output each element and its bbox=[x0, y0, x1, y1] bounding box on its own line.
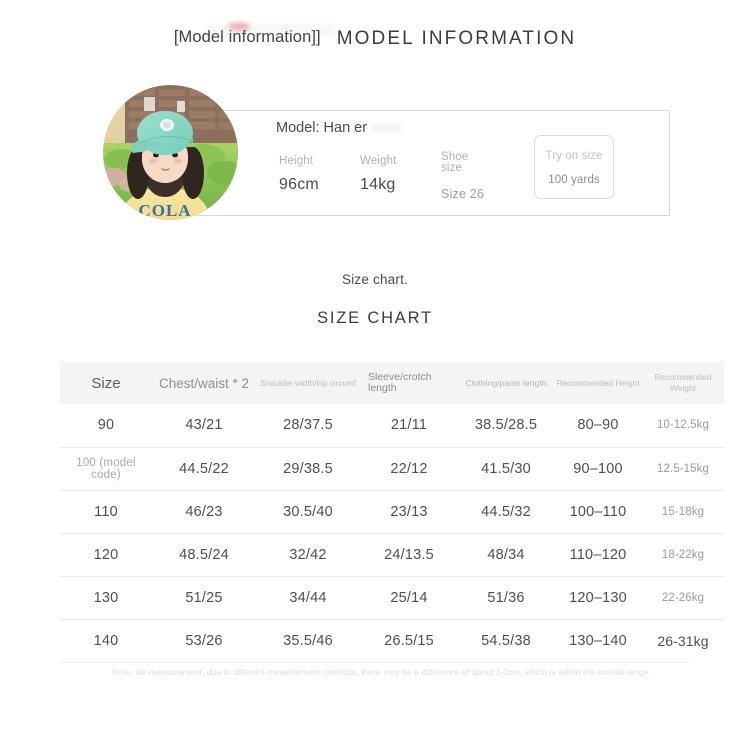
title-smudge-halo bbox=[206, 24, 336, 36]
cell-clothing-pants: 41.5/30 bbox=[481, 460, 531, 477]
title-smudge-artifact bbox=[228, 22, 250, 31]
cell-size: 120 bbox=[93, 546, 119, 563]
column-header-sleeve-crotch: Sleeve/crotch length bbox=[360, 362, 458, 404]
table-row: 120 48.5/24 32/42 24/13.5 48/34 110–120 … bbox=[60, 533, 724, 576]
cell-sleeve-crotch: 25/14 bbox=[390, 589, 428, 606]
cell-sleeve-crotch: 24/13.5 bbox=[384, 546, 434, 563]
cell-shoulder-hip: 32/42 bbox=[289, 546, 327, 563]
cell-rec-weight: 10-12.5kg bbox=[656, 419, 710, 432]
spec-shoe-size-value: Size 26 bbox=[441, 187, 485, 201]
cell-rec-weight: 22-26kg bbox=[661, 591, 705, 604]
cell-clothing-pants: 51/36 bbox=[487, 589, 525, 606]
column-header-sleeve-crotch-line1: Sleeve/crotch bbox=[368, 370, 432, 383]
cell-shoulder-hip: 30.5/40 bbox=[283, 503, 333, 520]
measurement-note: Note: tile measurement, due to different… bbox=[112, 667, 652, 677]
table-header-row: Size Chest/waist * 2 Shoulder width/hip … bbox=[60, 362, 724, 404]
model-name: Model: Han er bbox=[276, 120, 368, 136]
cell-rec-height: 100–110 bbox=[569, 503, 627, 520]
cell-rec-weight: 26-31kg bbox=[657, 632, 709, 649]
cell-clothing-pants: 48/34 bbox=[487, 546, 525, 563]
spec-height-label: Height bbox=[279, 155, 314, 167]
cell-sleeve-crotch: 23/13 bbox=[390, 503, 428, 520]
cell-size: 90 bbox=[97, 417, 115, 434]
spec-height-value: 96cm bbox=[279, 176, 319, 193]
size-chart-title-en: SIZE CHART bbox=[317, 309, 433, 327]
table-row: 130 51/25 34/44 25/14 51/36 120–130 22-2… bbox=[60, 576, 724, 619]
cell-rec-weight: 12.5-15kg bbox=[656, 462, 710, 475]
cell-rec-height: 90–100 bbox=[573, 460, 623, 477]
cell-chest-waist: 43/21 bbox=[185, 417, 223, 434]
spec-weight: Weight 14kg bbox=[360, 155, 396, 194]
table-row: 100 (model code) 44.5/22 29/38.5 22/12 4… bbox=[60, 447, 724, 490]
table-bottom-divider bbox=[60, 662, 690, 663]
spec-shoe-size-label: Shoe size bbox=[441, 151, 484, 174]
cell-chest-waist: 53/26 bbox=[185, 632, 223, 649]
spec-weight-value: 14kg bbox=[360, 176, 396, 193]
page-title: [Model information]] MODEL INFORMATION bbox=[0, 28, 750, 50]
table-row: 110 46/23 30.5/40 23/13 44.5/32 100–110 … bbox=[60, 490, 724, 533]
cell-sleeve-crotch: 26.5/15 bbox=[384, 632, 434, 649]
cell-shoulder-hip: 29/38.5 bbox=[283, 460, 333, 477]
cell-rec-height: 110–120 bbox=[569, 546, 627, 563]
size-chart-title-cn: Size chart. bbox=[342, 272, 408, 287]
size-chart-table: Size Chest/waist * 2 Shoulder width/hip … bbox=[60, 362, 724, 662]
cell-shoulder-hip: 34/44 bbox=[289, 589, 327, 606]
cell-shoulder-hip: 35.5/46 bbox=[283, 632, 333, 649]
cell-rec-height: 120–130 bbox=[569, 589, 627, 606]
cell-chest-waist: 46/23 bbox=[185, 503, 223, 520]
cell-chest-waist: 48.5/24 bbox=[179, 546, 229, 563]
size-chart-heading: Size chart. SIZE CHART bbox=[0, 272, 750, 328]
model-name-ghost-artifact bbox=[372, 124, 402, 133]
column-header-size: Size bbox=[91, 374, 121, 392]
cell-chest-waist: 51/25 bbox=[185, 589, 223, 606]
spec-weight-label: Weight bbox=[360, 155, 397, 167]
try-on-size-value: 100 yards bbox=[548, 174, 600, 186]
model-photo-illustration: COLA bbox=[103, 85, 238, 220]
cell-clothing-pants: 44.5/32 bbox=[481, 503, 531, 520]
cell-sleeve-crotch: 22/12 bbox=[390, 460, 428, 477]
cell-rec-height: 80–90 bbox=[577, 417, 619, 434]
cell-shoulder-hip: 28/37.5 bbox=[283, 417, 333, 434]
cell-sleeve-crotch: 21/11 bbox=[390, 417, 428, 434]
page-title-en: MODEL INFORMATION bbox=[336, 28, 577, 49]
column-header-shoulder-hip: Shoulder width/hip circumf bbox=[259, 378, 357, 388]
column-header-sleeve-crotch-line2: length bbox=[368, 382, 397, 394]
try-on-size-box: Try on size 100 yards bbox=[534, 135, 614, 199]
spec-shoe-size-label-line2: size bbox=[441, 162, 463, 174]
cell-size: 140 bbox=[93, 632, 119, 649]
cell-clothing-pants: 38.5/28.5 bbox=[474, 417, 538, 434]
model-photo: COLA bbox=[103, 85, 238, 220]
cell-size: 130 bbox=[93, 589, 119, 606]
page-title-cn: [Model information]] bbox=[173, 28, 321, 46]
cell-size: 100 (model code) bbox=[76, 456, 136, 481]
column-header-chest-waist: Chest/waist * 2 bbox=[158, 375, 250, 391]
cell-chest-waist: 44.5/22 bbox=[179, 460, 229, 477]
table-row: 140 53/26 35.5/46 26.5/15 54.5/38 130–14… bbox=[60, 619, 724, 662]
svg-text:COLA: COLA bbox=[138, 201, 191, 220]
spec-shoe-size: Shoe size Size 26 bbox=[441, 151, 485, 201]
cell-rec-weight: 18-22kg bbox=[661, 548, 705, 561]
column-header-rec-height: Recommended Height bbox=[556, 377, 640, 388]
column-header-clothing-pants: Clothing/pants length bbox=[465, 377, 547, 388]
spec-height: Height 96cm bbox=[279, 155, 319, 194]
spec-shoe-size-label-line1: Shoe bbox=[441, 151, 469, 163]
table-body: 90 43/21 28/37.5 21/11 38.5/28.5 80–90 1… bbox=[60, 404, 724, 662]
cell-clothing-pants: 54.5/38 bbox=[481, 632, 531, 649]
table-head: Size Chest/waist * 2 Shoulder width/hip … bbox=[60, 362, 724, 404]
cell-size: 110 bbox=[94, 503, 118, 520]
table-row: 90 43/21 28/37.5 21/11 38.5/28.5 80–90 1… bbox=[60, 404, 724, 447]
column-header-rec-weight: Recommended Weight bbox=[654, 372, 712, 393]
try-on-size-label: Try on size bbox=[545, 150, 603, 162]
cell-rec-weight: 15-18kg bbox=[661, 505, 705, 518]
cell-rec-height: 130–140 bbox=[569, 632, 627, 649]
